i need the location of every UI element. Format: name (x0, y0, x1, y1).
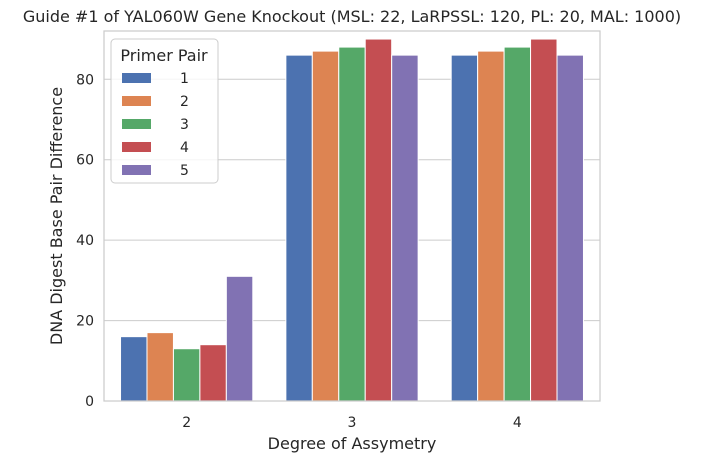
x-tick-label-3: 3 (348, 415, 357, 431)
bar-cat-2-pair-3 (172, 348, 201, 402)
y-tick-label-0: 0 (85, 394, 94, 410)
bar-cat-3-pair-4 (364, 38, 393, 402)
bar-cat-2-pair-4 (199, 344, 227, 402)
y-tick-label-3: 60 (76, 153, 94, 169)
plot-frame (103, 30, 601, 402)
legend: Primer Pair 1 2 3 4 5 (110, 38, 219, 184)
bar-cat-4-pair-5 (556, 54, 584, 402)
legend-label-4: 4 (180, 140, 189, 156)
legend-swatch-3 (122, 119, 151, 129)
x-tick-label-2: 2 (182, 415, 191, 431)
legend-title: Primer Pair (120, 46, 208, 65)
legend-swatch-1 (122, 73, 151, 83)
x-axis-label: Degree of Assymetry (268, 434, 437, 453)
bar-cat-2-pair-5 (225, 275, 254, 402)
x-tick-label-4: 4 (513, 415, 522, 431)
y-axis-label: DNA Digest Base Pair Difference (47, 87, 66, 345)
legend-swatch-2 (122, 96, 151, 106)
legend-items: 1 2 3 4 5 (122, 71, 189, 179)
legend-label-5: 5 (180, 163, 189, 179)
legend-label-3: 3 (180, 117, 189, 133)
legend-swatch-5 (122, 165, 151, 175)
y-tick-label-4: 80 (76, 72, 94, 88)
y-tick-labels: 0 20 40 60 80 (76, 72, 94, 410)
bar-cat-3-pair-3 (338, 46, 366, 402)
y-tick-label-1: 20 (76, 314, 94, 330)
bar-cat-4-pair-3 (503, 46, 532, 402)
bar-cat-4-pair-1 (450, 54, 479, 402)
bar-cat-2-pair-1 (120, 336, 148, 402)
legend-label-1: 1 (180, 71, 189, 87)
legend-label-2: 2 (180, 94, 189, 110)
bar-cat-2-pair-2 (146, 332, 174, 402)
legend-swatch-4 (122, 142, 151, 152)
bar-cat-4-pair-2 (477, 50, 505, 402)
bars (120, 38, 584, 402)
bar-cat-3-pair-5 (391, 54, 419, 402)
bar-cat-3-pair-1 (285, 54, 313, 402)
x-tick-labels: 2 3 4 (182, 415, 522, 431)
chart-title: Guide #1 of YAL060W Gene Knockout (MSL: … (23, 7, 681, 26)
y-tick-label-2: 40 (76, 233, 94, 249)
bar-cat-4-pair-4 (530, 38, 558, 402)
bar-cat-3-pair-2 (311, 50, 340, 402)
